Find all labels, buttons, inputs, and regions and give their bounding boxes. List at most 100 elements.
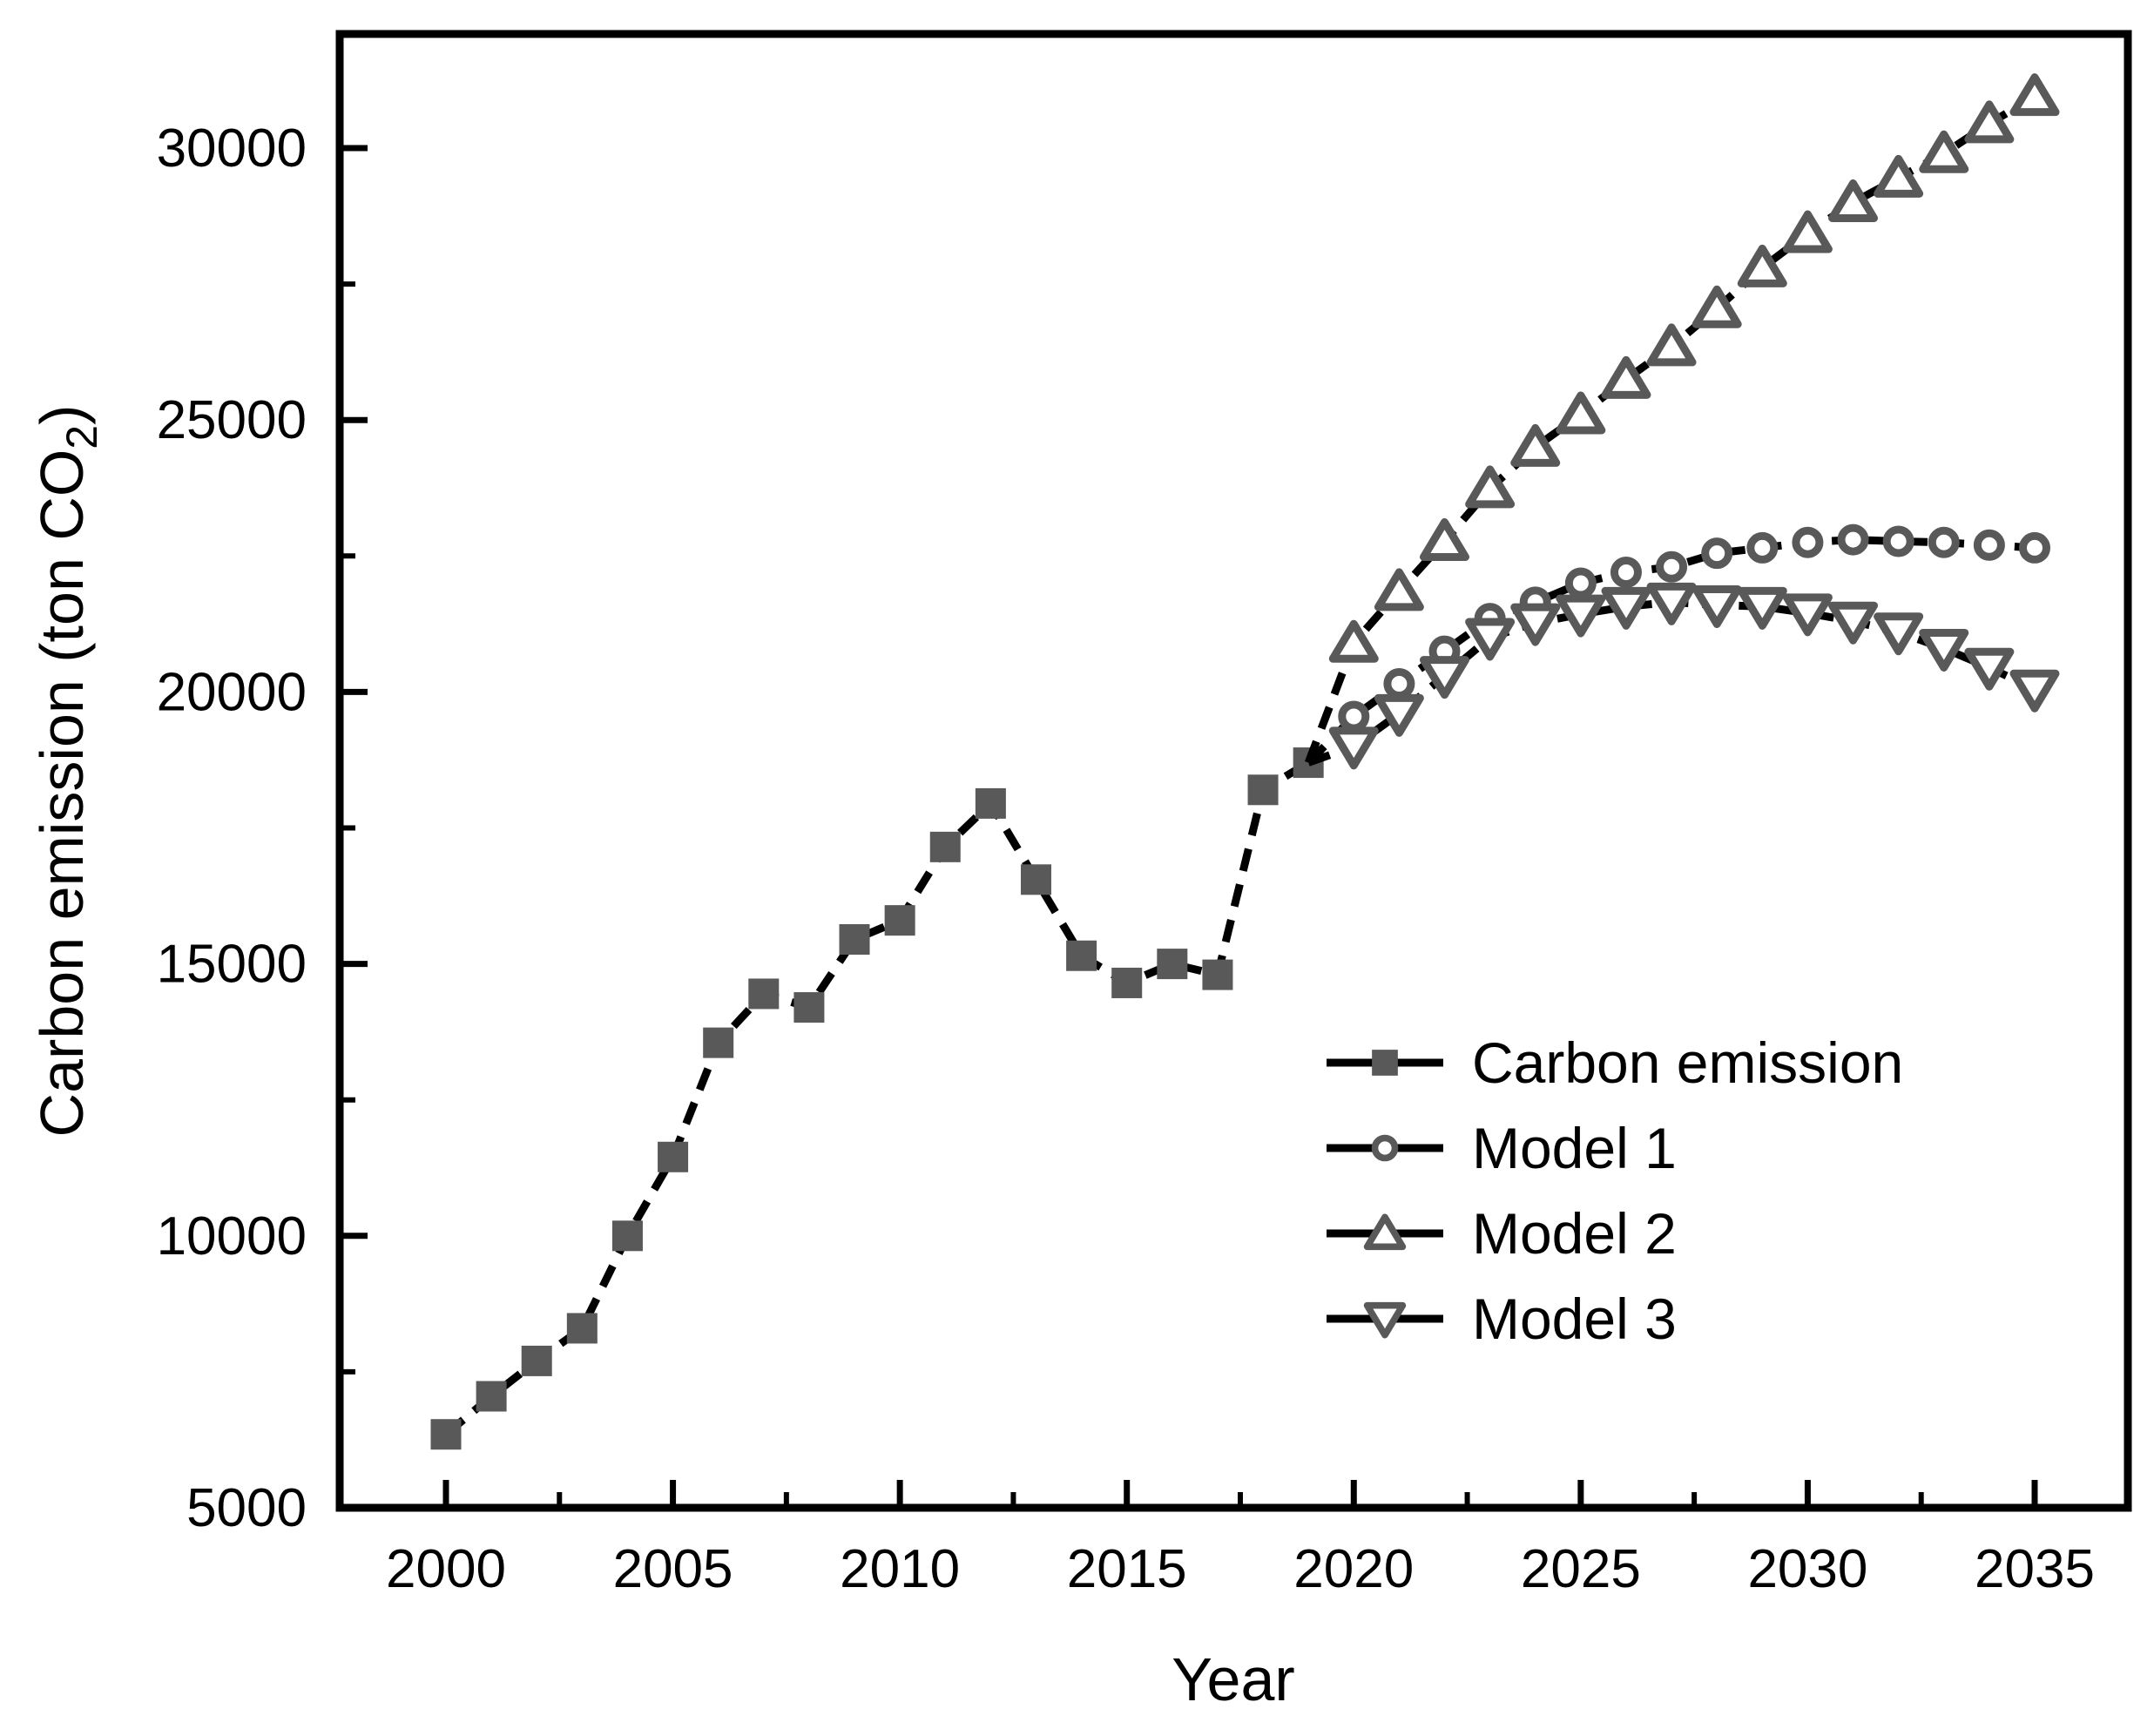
series-line	[1307, 598, 2036, 767]
legend-item-model-1: Model 1	[1327, 1116, 1677, 1180]
legend-label: Carbon emission	[1472, 1030, 1903, 1095]
marker-open-triangle-up	[1874, 154, 1924, 198]
marker-open-triangle-up	[1363, 1213, 1407, 1251]
marker-open-triangle-up	[2009, 73, 2060, 117]
series-layer	[430, 73, 2060, 1450]
x-axis-title: Year	[1172, 1645, 1294, 1713]
plot-frame	[335, 30, 2132, 1512]
axes-layer: 2000 2005 2010 2015 2020 2025 2030 2035 5000 1000…	[157, 30, 2132, 1599]
marker-open-circle	[1383, 668, 1415, 700]
legend-item-model-2: Model 2	[1327, 1201, 1677, 1266]
marker-open-triangle-down	[1919, 628, 1969, 672]
marker-open-triangle-down	[1782, 593, 1833, 637]
marker-filled-square	[748, 978, 780, 1010]
marker-filled-square	[476, 1381, 507, 1412]
legend-item-model-3: Model 3	[1327, 1287, 1677, 1351]
marker-open-circle	[1610, 557, 1642, 589]
marker-filled-square	[566, 1313, 598, 1344]
y-tick-label: 25000	[157, 390, 307, 450]
marker-filled-square	[430, 1419, 462, 1450]
legend-label: Model 1	[1472, 1116, 1677, 1180]
marker-open-circle	[1792, 526, 1824, 558]
marker-open-triangle-down	[1601, 586, 1651, 630]
series-carbon-emission	[430, 747, 1324, 1450]
x-tick-label: 2000	[386, 1539, 506, 1599]
marker-filled-square	[1157, 949, 1188, 980]
marker-open-circle	[1371, 1134, 1399, 1162]
marker-open-triangle-up	[1919, 130, 1969, 173]
marker-open-triangle-down	[1374, 693, 1424, 737]
marker-filled-square	[1247, 774, 1279, 806]
marker-filled-square	[1372, 1050, 1398, 1076]
x-tick-label: 2015	[1067, 1539, 1187, 1599]
x-tick-label: 2020	[1293, 1539, 1414, 1599]
marker-filled-square	[521, 1345, 552, 1376]
marker-filled-square	[1066, 940, 1097, 971]
series-model-3	[1307, 582, 2060, 770]
x-tick-label: 2010	[840, 1539, 960, 1599]
marker-filled-square	[793, 992, 825, 1023]
marker-open-triangle-down	[1363, 1301, 1407, 1339]
marker-open-triangle-down	[2009, 669, 2060, 713]
marker-open-circle	[1564, 567, 1597, 599]
y-axis-title: Carbon emission (ton CO2)	[28, 405, 106, 1138]
marker-open-circle	[1701, 537, 1733, 570]
x-tick-label: 2035	[1975, 1539, 2095, 1599]
marker-filled-square	[839, 924, 870, 956]
marker-filled-square	[929, 831, 961, 862]
marker-open-circle	[1837, 524, 1869, 556]
marker-open-triangle-down	[1510, 603, 1561, 646]
legend-label: Model 3	[1472, 1287, 1677, 1351]
marker-open-triangle-down	[1737, 586, 1787, 630]
y-tick-label: 10000	[157, 1206, 307, 1267]
marker-filled-square	[658, 1141, 689, 1172]
marker-open-triangle-up	[1510, 423, 1561, 467]
marker-open-triangle-down	[1964, 647, 2015, 691]
marker-open-triangle-up	[1465, 465, 1516, 509]
marker-open-triangle-up	[1737, 244, 1787, 287]
marker-open-triangle-up	[1420, 517, 1470, 561]
marker-filled-square	[975, 787, 1006, 819]
marker-filled-square	[703, 1027, 734, 1058]
marker-open-triangle-up	[1964, 100, 2015, 144]
series-model-2	[1304, 73, 2060, 765]
marker-open-triangle-down	[1874, 612, 1924, 656]
marker-open-triangle-up	[1601, 355, 1651, 399]
marker-open-triangle-up	[1646, 323, 1697, 367]
x-tick-label: 2025	[1521, 1539, 1641, 1599]
y-tick-label: 5000	[186, 1478, 307, 1538]
marker-open-triangle-up	[1828, 179, 1879, 222]
y-axis-title-text: Carbon emission (ton CO2)	[28, 405, 106, 1138]
y-tick-label: 20000	[157, 662, 307, 722]
series-line	[1304, 92, 2037, 765]
marker-open-circle	[1746, 531, 1779, 564]
marker-open-triangle-down	[1328, 726, 1379, 770]
marker-open-triangle-up	[1691, 285, 1742, 328]
marker-open-triangle-up	[1328, 619, 1379, 663]
marker-open-circle	[1928, 526, 1960, 558]
marker-filled-square	[1111, 967, 1143, 998]
marker-filled-square	[884, 905, 915, 936]
legend-item-carbon-emission: Carbon emission	[1327, 1030, 1903, 1095]
x-tick-label: 2005	[613, 1539, 733, 1599]
marker-open-triangle-down	[1420, 656, 1470, 699]
marker-open-triangle-down	[1646, 582, 1697, 625]
marker-open-triangle-up	[1782, 210, 1833, 253]
marker-open-circle	[1882, 525, 1914, 557]
marker-open-circle	[2018, 531, 2050, 564]
y-tick-label: 30000	[157, 118, 307, 179]
marker-filled-square	[1202, 959, 1233, 990]
marker-open-triangle-down	[1556, 594, 1606, 638]
marker-open-triangle-down	[1465, 618, 1516, 661]
marker-open-triangle-up	[1374, 568, 1424, 611]
marker-open-circle	[1656, 551, 1688, 583]
marker-open-triangle-up	[1556, 391, 1606, 435]
marker-open-circle	[1338, 700, 1370, 733]
legend: Carbon emission Model 1 Model 2 Model 3	[1327, 1030, 1903, 1351]
marker-filled-square	[1020, 864, 1051, 895]
marker-filled-square	[611, 1220, 643, 1252]
marker-open-circle	[1973, 529, 2005, 561]
x-tick-label: 2030	[1747, 1539, 1867, 1599]
